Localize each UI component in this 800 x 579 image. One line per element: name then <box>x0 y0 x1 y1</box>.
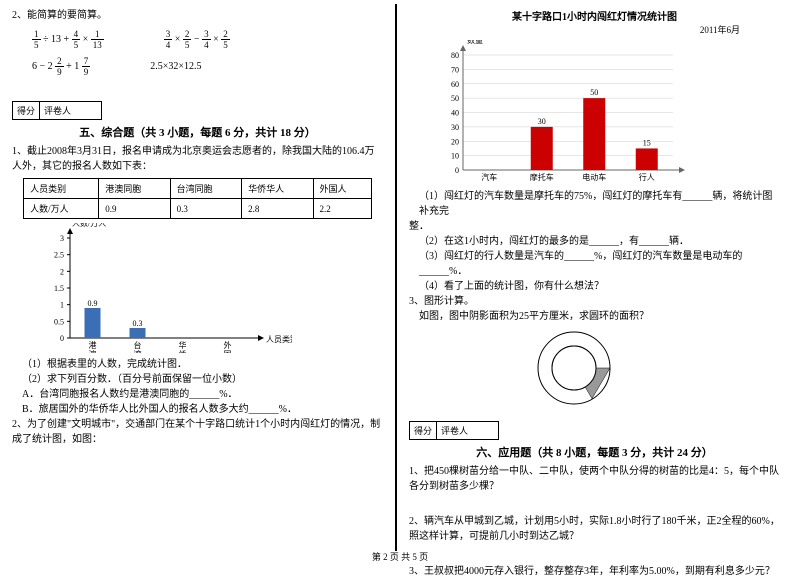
score-box-left: 得分 评卷人 <box>12 101 102 120</box>
svg-text:0.9: 0.9 <box>88 299 98 308</box>
data-table: 人员类别 港澳同胞 台湾同胞 华侨华人 外国人 人数/万人 0.9 0.3 2.… <box>23 178 372 219</box>
expr1: 15 ÷ 13 + 45 × 113 <box>32 29 104 50</box>
svg-text:2: 2 <box>60 267 64 276</box>
expr-row-2: 6 − 2 29 + 1 79 2.5×32×12.5 <box>32 56 383 77</box>
svg-text:80: 80 <box>451 51 459 60</box>
section6-title: 六、应用题（共 8 小题，每题 3 分，共计 24 分） <box>409 444 780 460</box>
svg-text:50: 50 <box>451 94 459 103</box>
expr2: 34 × 25 − 34 × 25 <box>164 29 230 50</box>
app2: 2、辆汽车从甲城到乙城，计划用5小时，实际1.8小时行了180千米，正2全程的6… <box>409 514 780 544</box>
q2-title: 2、能简算的要简算。 <box>12 8 383 23</box>
svg-text:50: 50 <box>590 88 598 97</box>
svg-text:湾: 湾 <box>134 349 142 353</box>
p2: 2、为了创建"文明城市"，交通部门在某个十字路口统计1个小时内闯红灯的情况，制成… <box>12 417 383 447</box>
svg-text:人数/万人: 人数/万人 <box>72 223 106 228</box>
chart2: 0 10 20 30 40 50 60 70 80 数量汽车 30 摩托车 50 电动车 15 行人 <box>429 40 780 185</box>
svg-text:2.5: 2.5 <box>54 251 64 260</box>
svg-text:15: 15 <box>643 138 651 147</box>
svg-text:人员类别: 人员类别 <box>266 334 292 344</box>
svg-text:40: 40 <box>451 109 459 118</box>
svg-text:3: 3 <box>60 234 64 243</box>
sub-b: B．旅居国外的华侨华人比外国人的报名人数多大约______%． <box>22 402 383 417</box>
expr-row-1: 15 ÷ 13 + 45 × 113 34 × 25 − 34 × 25 <box>32 29 383 50</box>
grader-label: 评卷人 <box>437 422 472 439</box>
right-column: 某十字路口1小时内闯红灯情况统计图 2011年6月 0 10 20 30 40 50 60 7… <box>397 0 792 555</box>
grader-label: 评卷人 <box>40 102 75 119</box>
p1-text: 1、截止2008年3月31日，报名申请成为北京奥运会志愿者的，除我国大陆的106… <box>12 144 383 174</box>
svg-text:行人: 行人 <box>639 172 655 182</box>
r-sub1b: 整． <box>409 219 780 234</box>
chart2-date: 2011年6月 <box>409 23 740 36</box>
expr3: 6 − 2 29 + 1 79 <box>32 56 90 77</box>
svg-text:数量: 数量 <box>467 40 483 45</box>
ring-diagram <box>529 328 780 411</box>
svg-text:华: 华 <box>179 340 187 350</box>
svg-text:10: 10 <box>451 152 459 161</box>
svg-text:0: 0 <box>455 166 459 175</box>
svg-text:电动车: 电动车 <box>582 172 606 182</box>
svg-text:台: 台 <box>134 340 142 350</box>
r-sub3: （3）闯红灯的行人数量是汽车的______%，闯红灯的汽车数量是电动车的____… <box>419 249 780 279</box>
r-sub1a: （1）闯红灯的汽车数量是摩托车的75%，闯红灯的摩托车有______辆，将统计图… <box>419 189 780 219</box>
svg-text:1: 1 <box>60 301 64 310</box>
table-header-row: 人员类别 港澳同胞 台湾同胞 华侨华人 外国人 <box>24 179 372 199</box>
page: 2、能简算的要简算。 15 ÷ 13 + 45 × 113 34 × 25 − … <box>0 0 800 555</box>
section5-title: 五、综合题（共 3 小题，每题 6 分，共计 18 分） <box>12 124 383 140</box>
svg-text:60: 60 <box>451 80 459 89</box>
svg-text:外: 外 <box>224 340 232 350</box>
svg-text:1.5: 1.5 <box>54 284 64 293</box>
left-column: 2、能简算的要简算。 15 ÷ 13 + 45 × 113 34 × 25 − … <box>0 0 395 555</box>
r-sub4: （4）看了上面的统计图，你有什么想法？ <box>419 279 780 294</box>
svg-text:30: 30 <box>451 123 459 132</box>
sub2: （2）求下列百分数．（百分号前面保留一位小数） <box>22 372 383 387</box>
svg-text:20: 20 <box>451 137 459 146</box>
svg-text:0: 0 <box>60 334 64 343</box>
svg-text:70: 70 <box>451 65 459 74</box>
svg-text:侨: 侨 <box>179 349 187 353</box>
table-data-row: 人数/万人 0.9 0.3 2.8 2.2 <box>24 199 372 219</box>
chart1: 00.511.522.53人数/万人人员类别0.9港澳同胞0.3台湾同胞华侨华人… <box>32 223 383 353</box>
score-label: 得分 <box>13 102 40 119</box>
r-sub2: （2）在这1小时内，闯红灯的最多的是______，有______辆． <box>419 234 780 249</box>
app3: 3、王叔叔把4000元存入银行，整存整存3年，年利率为5.00%，到期有利息多少… <box>409 564 780 579</box>
svg-text:0.5: 0.5 <box>54 317 64 326</box>
svg-text:30: 30 <box>538 117 546 126</box>
svg-text:摩托车: 摩托车 <box>530 172 554 182</box>
score-box-right: 得分 评卷人 <box>409 421 499 440</box>
svg-text:汽车: 汽车 <box>481 172 497 182</box>
svg-text:0.3: 0.3 <box>133 319 143 328</box>
p3: 3、图形计算。 <box>409 294 780 309</box>
svg-text:港: 港 <box>89 340 97 350</box>
p3b: 如图，图中阴影面积为25平方厘米，求圆环的面积？ <box>419 309 780 324</box>
svg-text:国: 国 <box>224 350 232 353</box>
svg-text:澳: 澳 <box>89 349 97 353</box>
score-label: 得分 <box>410 422 437 439</box>
expr4: 2.5×32×12.5 <box>150 61 201 72</box>
chart2-title: 某十字路口1小时内闯红灯情况统计图 <box>409 8 780 23</box>
sub1: （1）根据表里的人数，完成统计图． <box>22 357 383 372</box>
page-footer: 第 2 页 共 5 页 <box>0 550 800 563</box>
sub-a: A．台湾同胞报名人数约是港澳同胞的______%． <box>22 387 383 402</box>
app1: 1、把450棵树苗分给一中队、二中队，使两个中队分得的树苗的比是4：5，每个中队… <box>409 464 780 494</box>
